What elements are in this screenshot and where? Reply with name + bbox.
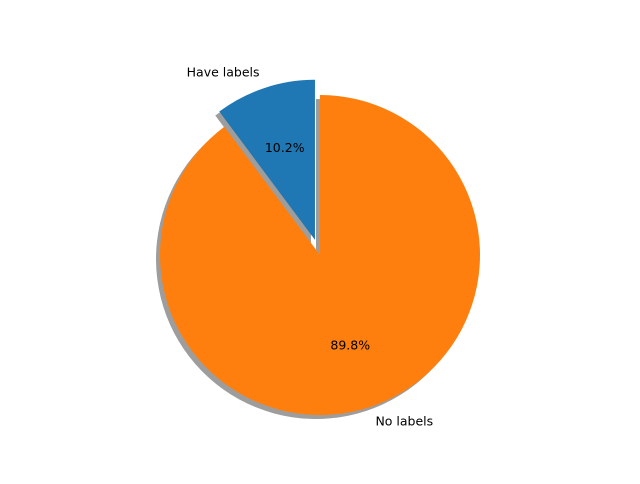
pie-slice-no-labels xyxy=(160,95,481,415)
pie-percent-have-labels: 10.2% xyxy=(265,140,305,155)
pie-percent-no-labels: 89.8% xyxy=(330,338,370,353)
pie-slice-layer xyxy=(160,79,481,415)
pie-label-no-labels: No labels xyxy=(375,414,433,429)
pie-slice-have-labels xyxy=(219,79,315,240)
pie-label-have-labels: Have labels xyxy=(187,64,260,79)
pie-label-layer: Have labels 10.2% No labels 89.8% xyxy=(187,64,434,428)
